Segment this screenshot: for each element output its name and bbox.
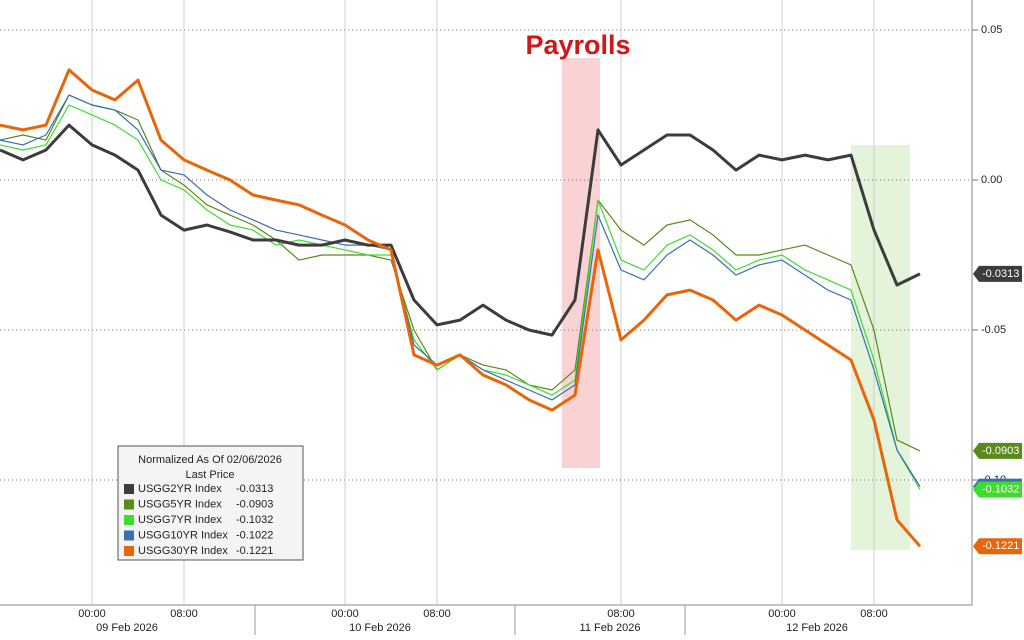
legend-subtitle: Last Price <box>186 469 235 481</box>
x-tick-label: 08:00 <box>860 608 888 620</box>
legend-value: -0.0903 <box>236 498 273 510</box>
legend-swatch <box>124 484 134 494</box>
legend-value: -0.0313 <box>236 483 273 495</box>
legend-label: USGG5YR Index <box>138 498 222 510</box>
y-tick-label: -0.05 <box>981 324 1006 336</box>
last-value-label: -0.1221 <box>982 540 1019 552</box>
legend-swatch <box>124 499 134 510</box>
legend-swatch <box>124 530 134 541</box>
last-value-box <box>973 481 1022 498</box>
lines <box>0 68 922 548</box>
last-value-label: -0.0313 <box>982 268 1019 280</box>
x-tick-label: 08:00 <box>607 608 635 620</box>
selloff-highlight <box>851 145 910 550</box>
legend-swatch <box>124 515 134 525</box>
series-line <box>0 123 921 337</box>
last-value-box <box>973 265 1022 282</box>
series-line <box>0 68 922 548</box>
legend-label: USGG30YR Index <box>138 545 228 557</box>
last-value-box <box>973 442 1022 459</box>
legend-label: USGG7YR Index <box>138 514 222 526</box>
x-tick-label: 00:00 <box>78 608 106 620</box>
legend-value: -0.1221 <box>236 545 273 557</box>
x-tick-label: 00:00 <box>768 608 796 620</box>
y-tick-label: 0.00 <box>981 174 1002 186</box>
last-value-labels: -0.1221-0.1022-0.1032-0.0903-0.0313 <box>973 265 1022 555</box>
x-date-label: 09 Feb 2026 <box>96 622 158 634</box>
legend-value: -0.1032 <box>236 514 273 526</box>
annotation: Payrolls <box>525 30 630 60</box>
legend-label: USGG10YR Index <box>138 529 228 541</box>
x-date-label: 10 Feb 2026 <box>349 622 411 634</box>
last-value-label: -0.0903 <box>982 445 1019 457</box>
legend-swatch <box>124 546 134 556</box>
legend: Normalized As Of 02/06/2026 Last Price U… <box>117 445 304 561</box>
y-tick-label: 0.05 <box>981 24 1002 36</box>
last-value-box <box>973 538 1022 555</box>
last-value-label: -0.1032 <box>982 484 1019 496</box>
legend-label: USGG2YR Index <box>138 483 222 495</box>
legend-box <box>117 445 304 561</box>
x-tick-label: 00:00 <box>331 608 359 620</box>
x-date-label: 12 Feb 2026 <box>786 622 848 634</box>
legend-value: -0.1022 <box>236 529 273 541</box>
x-date-label: 11 Feb 2026 <box>580 622 641 634</box>
legend-title: Normalized As Of 02/06/2026 <box>138 454 282 466</box>
x-tick-label: 08:00 <box>423 608 451 620</box>
grid: 0.050.00-0.05-0.1000:0008:0000:0008:0008… <box>0 0 1006 634</box>
x-tick-label: 08:00 <box>170 608 198 620</box>
